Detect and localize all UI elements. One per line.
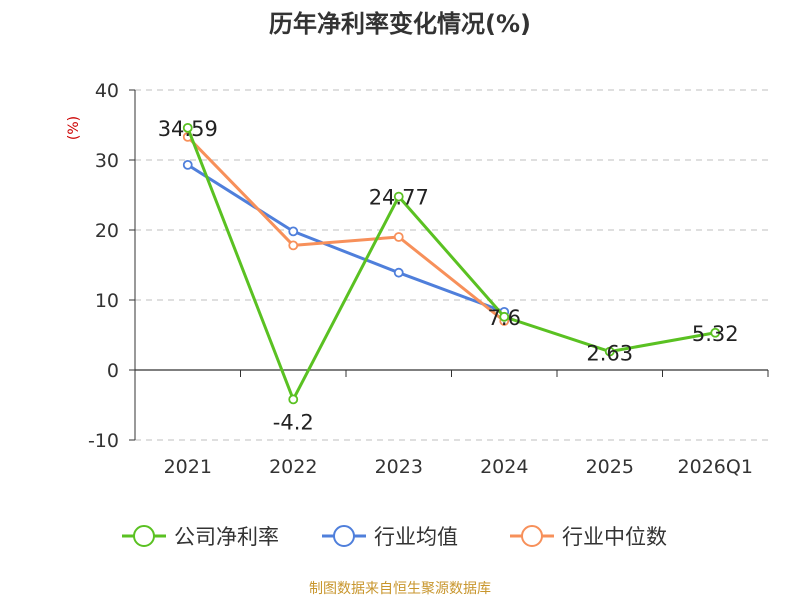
data-point [393,191,404,202]
source-note: 制图数据来自恒生聚源数据库 [309,581,491,597]
x-axis: 2021 2022 2023 2024 2025 2026Q1 [134,369,769,478]
data-point [499,311,510,322]
data-label: 24.77 [369,186,429,210]
gridlines [135,89,768,441]
data-point [393,232,404,242]
chart-title: 历年净利率变化情况(%) [269,10,531,38]
data-label: 5.32 [692,322,739,346]
data-point [288,240,299,251]
series-line [186,163,505,314]
legend-marker-icon [333,525,355,547]
data-point [288,226,299,237]
legend-marker-icon [521,525,543,547]
data-point [182,122,193,133]
legend-item-0[interactable]: 公司净利率 [122,525,279,549]
y-tick-label: 40 [95,80,119,102]
y-tick-label: -10 [88,430,119,452]
series-0 [182,122,721,405]
x-tick-label: 2024 [480,456,528,478]
data-point [288,394,299,405]
legend[interactable]: 公司净利率 行业均值 行业中位数 [122,525,667,549]
legend-label: 行业均值 [374,525,458,549]
y-tick-label: 10 [95,290,119,312]
data-label: 2.63 [586,342,633,366]
data-label: -4.2 [273,410,314,434]
y-unit-label: (%) [66,116,82,140]
data-point [710,327,721,338]
x-tick-label: 2023 [375,456,423,478]
y-tick-label: 30 [95,150,119,172]
legend-label: 公司净利率 [174,525,279,549]
data-point [604,346,615,357]
series-line [186,135,506,323]
data-labels: 34.59 -4.2 24.77 7.6 2.63 5.32 [158,117,739,435]
series-lines [182,122,721,405]
data-point [393,267,404,278]
data-point [182,159,193,170]
y-tick-label: 0 [107,360,119,382]
legend-item-2[interactable]: 行业中位数 [510,525,667,549]
series-line [186,127,716,401]
x-tick-label: 2026Q1 [678,456,753,478]
y-axis: 40 30 20 10 0 -10 [88,80,136,452]
legend-item-1[interactable]: 行业均值 [322,525,458,549]
x-tick-label: 2021 [164,456,212,478]
x-tick-label: 2022 [269,456,317,478]
data-label: 7.6 [488,306,521,330]
legend-label: 行业中位数 [562,525,667,549]
x-tick-label: 2025 [586,456,634,478]
legend-marker-icon [133,525,155,547]
y-tick-label: 20 [95,220,119,242]
data-label: 34.59 [158,117,218,141]
